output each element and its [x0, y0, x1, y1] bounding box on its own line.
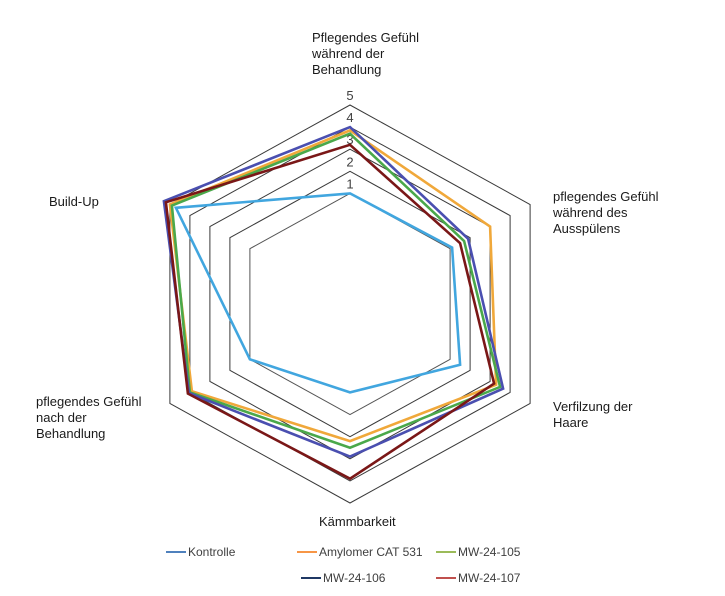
tick-label-1: 1 [346, 176, 353, 191]
legend-label-mw-24-106: MW-24-106 [323, 571, 386, 585]
legend-label-mw-24-107: MW-24-107 [458, 571, 521, 585]
legend-item-mw-24-106: MW-24-106 [301, 571, 385, 585]
series-layer [162, 125, 505, 481]
gridline-ring-2 [229, 170, 471, 438]
category-label-verfilzung: Verfilzung der Haare [553, 399, 633, 430]
tick-layer: 1 2 3 4 5 [346, 88, 353, 191]
legend-item-mw-24-107: MW-24-107 [436, 571, 520, 585]
legend-swatch-amylomer [297, 551, 317, 553]
legend-label-kontrolle: Kontrolle [188, 545, 236, 559]
legend-swatch-mw-24-105 [436, 551, 456, 553]
legend-swatch-mw-24-106 [301, 577, 321, 579]
legend-swatch-mw-24-107 [436, 577, 456, 579]
tick-label-5: 5 [346, 88, 353, 103]
category-label-kaemmbarkeit: Kämmbarkeit [319, 514, 396, 529]
tick-label-4: 4 [346, 110, 353, 125]
tick-label-3: 3 [346, 132, 353, 147]
category-label-build-up: Build-Up [49, 194, 99, 209]
legend-label-mw-24-105: MW-24-105 [458, 545, 521, 559]
legend-item-mw-24-105: MW-24-105 [436, 545, 520, 559]
gridline-ring-1 [249, 192, 451, 416]
category-label-nach-behandlung: pflegendes Gefühl nach der Behandlung [36, 394, 142, 441]
gridline-ring-4 [189, 126, 511, 482]
tick-label-2: 2 [346, 154, 353, 169]
category-label-ausspuelen: pflegendes Gefühl während des Ausspülens [553, 189, 659, 236]
series-line-kontrolle [173, 192, 462, 394]
legend-item-amylomer: Amylomer CAT 531 [297, 545, 423, 559]
legend-label-amylomer: Amylomer CAT 531 [319, 545, 423, 559]
legend-swatch-kontrolle [166, 551, 186, 553]
category-label-pflegendes-gefuehl-behandlung: Pflegendes Gefühl während der Behandlung [312, 30, 419, 77]
legend-item-kontrolle: Kontrolle [166, 545, 235, 559]
